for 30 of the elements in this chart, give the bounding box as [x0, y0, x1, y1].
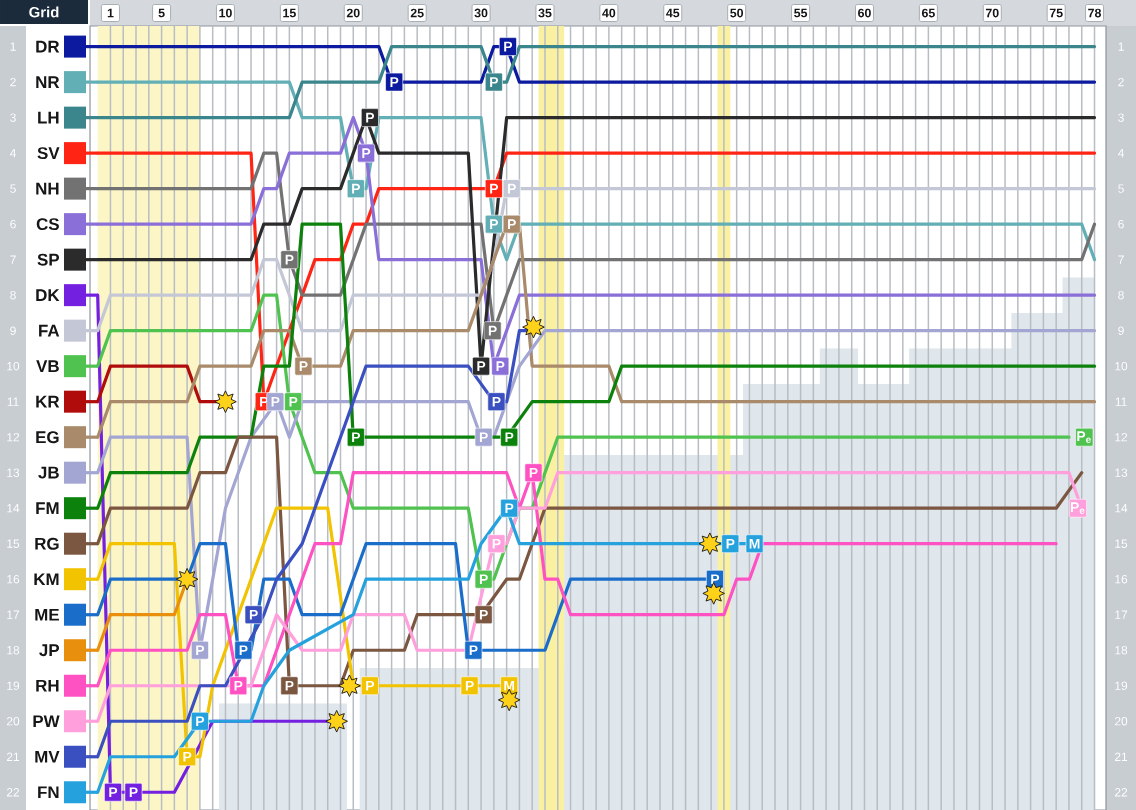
legend-label: EG [36, 431, 59, 444]
point [522, 315, 545, 339]
legend-label: CS [36, 218, 59, 231]
legend-label: SP [37, 253, 60, 266]
point [338, 674, 361, 697]
legend-label: JP [39, 644, 60, 657]
legend-label: ME [35, 608, 59, 621]
legend-label: PW [33, 715, 60, 728]
legend-label: RH [36, 679, 59, 692]
point [698, 532, 722, 555]
legend-label: FA [39, 324, 60, 337]
legend-label: SV [37, 147, 60, 160]
point [175, 567, 199, 591]
legend-label: LH [38, 111, 59, 124]
legend-label: KM [34, 573, 59, 586]
legend-label: MV [35, 750, 60, 763]
legend-label: NR [36, 76, 60, 88]
legend-label: DK [36, 289, 60, 301]
point [214, 390, 237, 413]
legend-label: VB [36, 360, 59, 372]
point [497, 688, 521, 712]
legend-label: KR [36, 395, 60, 408]
legend-label: JB [38, 466, 59, 479]
legend-label: NH [36, 182, 59, 195]
legend-label: FM [36, 502, 59, 515]
legend-label: DR [36, 40, 60, 53]
legend-label: FN [38, 786, 59, 799]
legend-label: RG [35, 537, 59, 550]
point [325, 710, 348, 733]
point [702, 582, 725, 605]
